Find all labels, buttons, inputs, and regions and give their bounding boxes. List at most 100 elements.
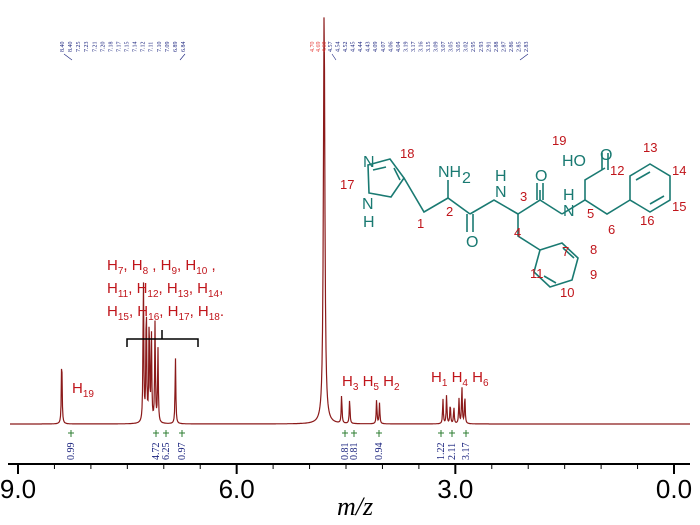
peak-ppm-label: 4.04 xyxy=(396,42,402,53)
peak-ppm-label: 7.21 xyxy=(92,42,98,53)
svg-text:17: 17 xyxy=(340,177,354,192)
svg-text:H3 H5 H2: H3 H5 H2 xyxy=(342,373,400,393)
peak-ppm-label: 7.23 xyxy=(84,42,90,53)
integration-bracket xyxy=(68,430,74,437)
svg-text:3: 3 xyxy=(520,189,527,204)
peak-ppm-label-red: 4.60 xyxy=(322,42,328,53)
peak-ppm-label: 4.44 xyxy=(358,42,364,53)
peak-ppm-label: 7.09 xyxy=(165,42,171,53)
chemical-structure xyxy=(367,153,671,288)
integration-bracket xyxy=(376,430,382,437)
peak-ppm-label: 3.17 xyxy=(411,42,417,53)
svg-text:H19: H19 xyxy=(72,380,94,400)
peak-ppm-label: 4.45 xyxy=(351,42,357,53)
svg-text:HO: HO xyxy=(562,153,586,170)
svg-text:H: H xyxy=(363,214,375,231)
peak-ppm-label: 3.15 xyxy=(426,42,432,53)
peak-ppm-label: 2.88 xyxy=(494,42,500,53)
aromatic-line-1: H7, H8 , H9, H10 , xyxy=(107,257,216,277)
spectrum-line xyxy=(10,17,690,425)
annotation-h19: H19 xyxy=(72,380,94,400)
integration-value: 2.11 xyxy=(447,443,458,460)
svg-text:10: 10 xyxy=(560,285,574,300)
integration-bracket xyxy=(163,430,169,437)
peak-ppm-label: 2.95 xyxy=(471,42,477,53)
peak-ppm-label: 6.84 xyxy=(181,42,187,53)
svg-text:13: 13 xyxy=(643,140,657,155)
annotation-h3-h5-h2: H3 H5 H2 xyxy=(342,373,400,393)
integration-bracket xyxy=(351,430,357,437)
peak-ppm-label: 8.40 xyxy=(68,42,74,53)
peak-ppm-label: 3.16 xyxy=(419,42,425,53)
peak-ppm-label: 7.15 xyxy=(125,42,131,53)
peak-ppm-label: 4.07 xyxy=(381,42,387,53)
svg-text:O: O xyxy=(535,168,547,185)
integration-value: 4.72 xyxy=(151,443,162,461)
svg-text:14: 14 xyxy=(672,163,686,178)
x-axis-ticks: 9.0 6.0 3.0 0.0 xyxy=(0,464,692,504)
svg-text:4: 4 xyxy=(514,225,521,240)
peak-ppm-label-red: 4.69 xyxy=(316,42,322,53)
peak-ppm-label: 3.19 xyxy=(403,42,409,53)
svg-text:15: 15 xyxy=(672,199,686,214)
svg-text:2: 2 xyxy=(462,170,471,187)
svg-text:H: H xyxy=(563,187,575,204)
svg-text:6: 6 xyxy=(608,222,615,237)
peak-ppm-label: 7.18 xyxy=(108,42,114,53)
integration-bracket xyxy=(438,430,444,437)
svg-text:11: 11 xyxy=(530,266,544,281)
peak-ppm-label: 6.89 xyxy=(173,42,179,53)
svg-text:1: 1 xyxy=(417,216,424,231)
svg-text:8: 8 xyxy=(590,242,597,257)
peak-ppm-label: 4.52 xyxy=(343,42,349,53)
peak-ppm-labels: 8.40 8.40 7.25 7.23 7.21 7.20 7.18 7.17 7.15 7.14… xyxy=(60,42,530,61)
integration-bracket xyxy=(463,430,469,437)
x-tick-label: 3.0 xyxy=(437,474,473,504)
structure-number-labels: 1 2 3 4 5 6 7 8 9 10 11 12 13 14 15 16 1… xyxy=(340,133,686,300)
annotation-h1-h4-h6: H1 H4 H6 xyxy=(431,369,489,389)
peak-ppm-label: 3.09 xyxy=(434,42,440,53)
svg-text:7: 7 xyxy=(562,244,569,259)
svg-text:16: 16 xyxy=(640,213,654,228)
integration-value: 3.17 xyxy=(461,443,472,461)
x-tick-label: 9.0 xyxy=(0,474,36,504)
x-axis-label: m/z xyxy=(337,492,373,521)
svg-text:9: 9 xyxy=(590,267,597,282)
peak-ppm-label: 2.91 xyxy=(486,42,492,53)
peak-ppm-label: 7.14 xyxy=(133,42,139,53)
integration-value: 0.81 xyxy=(340,443,351,461)
svg-text:H: H xyxy=(495,168,507,185)
peak-ppm-label: 2.93 xyxy=(479,42,485,53)
peak-ppm-label: 3.07 xyxy=(441,42,447,53)
peak-ppm-label: 4.09 xyxy=(373,42,379,53)
svg-text:19: 19 xyxy=(552,133,566,148)
peak-ppm-label: 2.83 xyxy=(524,42,530,53)
integration-value: 0.99 xyxy=(66,443,77,461)
svg-text:2: 2 xyxy=(446,204,453,219)
peak-ppm-label: 7.20 xyxy=(100,42,106,53)
peak-ppm-label: 7.11 xyxy=(149,42,155,52)
peak-ppm-label: 2.87 xyxy=(501,42,507,53)
integration-value: 0.94 xyxy=(374,443,385,461)
imidazole-ring xyxy=(367,158,405,198)
svg-text:5: 5 xyxy=(587,206,594,221)
peak-ppm-label: 7.25 xyxy=(76,42,82,53)
x-tick-label: 6.0 xyxy=(219,474,255,504)
integration-bracket xyxy=(342,430,348,437)
integration-value: 6.25 xyxy=(161,443,172,461)
peak-label-leaders xyxy=(63,53,529,61)
svg-text:N: N xyxy=(563,203,575,220)
integration-value: 0.81 xyxy=(349,443,360,461)
peak-ppm-label: 3.02 xyxy=(464,42,470,53)
peak-ppm-label: 4.06 xyxy=(388,42,394,53)
peak-ppm-label: 3.05 xyxy=(456,42,462,53)
peak-ppm-label: 7.10 xyxy=(157,42,163,53)
peak-ppm-label-red: 4.70 xyxy=(310,42,316,53)
peak-ppm-label: 2.86 xyxy=(509,42,515,53)
integration-value: 1.22 xyxy=(436,443,447,461)
peak-ppm-label: 7.12 xyxy=(141,42,147,53)
annotation-aromatic: H7, H8 , H9, H10 , H11, H12, H13, H14, H… xyxy=(107,257,224,347)
svg-text:18: 18 xyxy=(400,146,414,161)
aromatic-line-3: H15, H16, H17, H18. xyxy=(107,303,224,323)
